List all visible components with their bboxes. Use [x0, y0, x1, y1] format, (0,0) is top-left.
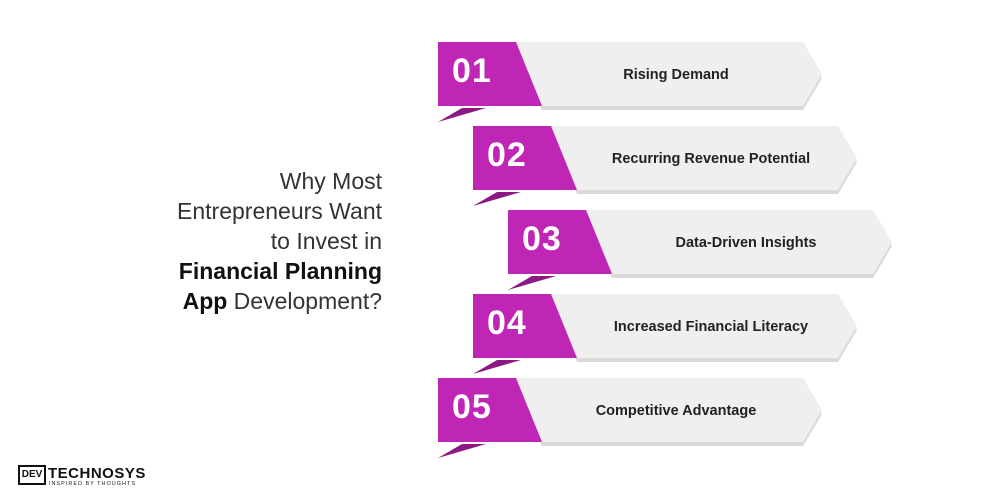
heading-line-3: to Invest in	[270, 228, 382, 254]
item-04-shape	[473, 294, 857, 374]
item-01-shape	[438, 42, 822, 122]
item-03-shape	[508, 210, 892, 290]
main-heading: Why Most Entrepreneurs Want to Invest in…	[120, 166, 382, 316]
list-item-02: 02 Recurring Revenue Potential	[473, 126, 893, 208]
item-03-number: 03	[522, 220, 562, 258]
heading-line-4: Financial Planning	[120, 256, 382, 286]
heading-bold-app: App	[182, 288, 228, 314]
logo-name: TECHNOSYS	[48, 465, 146, 482]
logo-tagline: INSPIRED BY THOUGHTS	[49, 481, 137, 487]
list-item-01: 01 Rising Demand	[438, 42, 858, 124]
heading-bold-text: Financial Planning	[178, 258, 382, 284]
item-01-label: Rising Demand	[623, 66, 729, 83]
heading-rest-text: Development?	[227, 288, 382, 314]
item-04-number: 04	[487, 304, 527, 342]
item-02-shape	[473, 126, 857, 206]
list-item-03: 03 Data-Driven Insights	[508, 210, 928, 292]
item-05-label: Competitive Advantage	[595, 402, 757, 419]
item-05-number: 05	[452, 388, 492, 426]
item-04-label: Increased Financial Literacy	[613, 318, 809, 335]
list-item-04: 04 Increased Financial Literacy	[473, 294, 893, 376]
item-02-number: 02	[487, 136, 527, 174]
heading-line-2: Entrepreneurs Want	[177, 198, 382, 224]
item-03-label: Data-Driven Insights	[675, 234, 817, 251]
company-logo: DEV TECHNOSYS INSPIRED BY THOUGHTS	[18, 463, 148, 489]
item-05-shape	[438, 378, 822, 458]
item-02-label: Recurring Revenue Potential	[611, 150, 811, 167]
item-01-number: 01	[452, 52, 492, 90]
heading-line-5: App Development?	[120, 286, 382, 316]
logo-mark: DEV	[18, 465, 46, 485]
heading-line-1: Why Most	[279, 168, 382, 194]
list-item-05: 05 Competitive Advantage	[438, 378, 858, 460]
